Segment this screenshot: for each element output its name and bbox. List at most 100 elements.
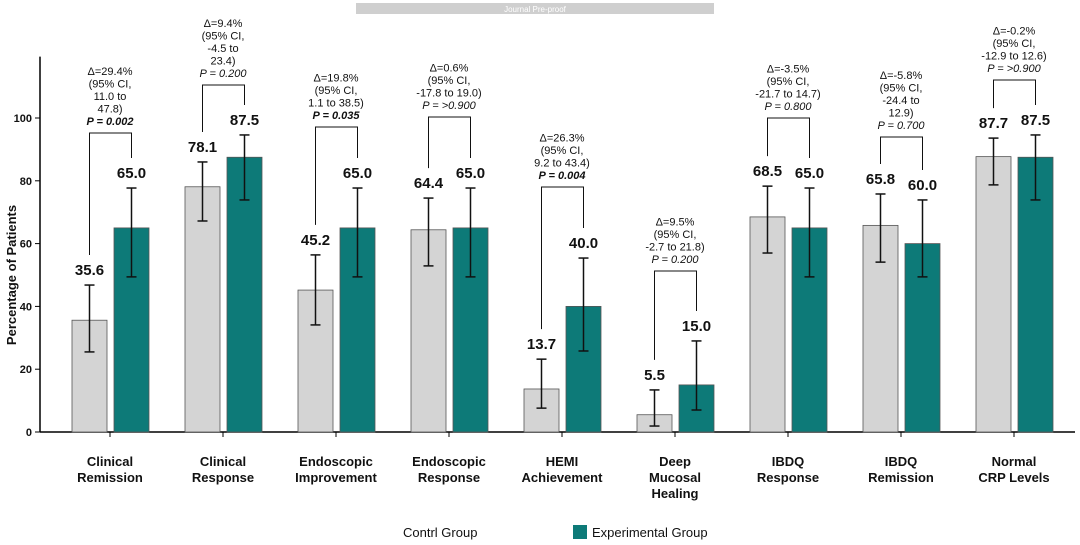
annotation: P = >0.900 xyxy=(422,100,476,112)
value-label: 13.7 xyxy=(527,336,556,353)
legend-label: Experimental Group xyxy=(592,525,708,540)
y-tick-label: 0 xyxy=(26,427,32,439)
value-label: 65.8 xyxy=(866,171,895,188)
bar xyxy=(226,156,263,433)
value-label: 40.0 xyxy=(569,235,598,252)
value-label: 15.0 xyxy=(682,318,711,335)
annotation: P = 0.700 xyxy=(878,120,926,132)
value-label: 35.6 xyxy=(75,262,104,279)
bracket xyxy=(541,186,584,330)
bar xyxy=(71,319,108,433)
annotation: Δ=9.5% xyxy=(656,217,695,229)
value-label: 65.0 xyxy=(117,165,146,182)
x-tick-label: Clinical xyxy=(87,454,133,469)
annotation: 9.2 to 43.4) xyxy=(534,158,590,170)
y-tick-label: 20 xyxy=(20,364,32,376)
value-label: 65.0 xyxy=(456,165,485,182)
watermark-bar xyxy=(356,3,714,14)
annotation: Δ=-3.5% xyxy=(767,64,810,76)
annotation: P = 0.800 xyxy=(765,101,813,113)
y-tick-label: 60 xyxy=(20,239,32,251)
legend-label: Contrl Group xyxy=(403,525,477,540)
x-tick-label: CRP Levels xyxy=(978,470,1049,485)
bar xyxy=(975,156,1012,433)
bracket xyxy=(654,270,697,360)
value-label: 68.5 xyxy=(753,163,782,180)
annotation: 1.1 to 38.5) xyxy=(308,98,364,110)
value-label: 65.0 xyxy=(795,165,824,182)
x-tick-label: Achievement xyxy=(522,470,604,485)
annotation: 47.8) xyxy=(97,104,122,116)
bracket xyxy=(202,84,245,132)
x-tick-label: Response xyxy=(418,470,480,485)
annotation: P = >0.900 xyxy=(987,63,1041,75)
value-label: 45.2 xyxy=(301,232,330,249)
y-tick-label: 40 xyxy=(20,301,32,313)
annotation: P = 0.004 xyxy=(539,170,586,182)
annotation: P = 0.200 xyxy=(200,68,248,80)
x-tick-label: Response xyxy=(757,470,819,485)
x-tick-label: Improvement xyxy=(295,470,377,485)
annotation: (95% CI, xyxy=(993,38,1036,50)
annotation: Δ=-5.8% xyxy=(880,70,923,82)
bracket xyxy=(993,79,1036,109)
x-tick-label: HEMI xyxy=(546,454,579,469)
annotation: P = 0.200 xyxy=(652,254,700,266)
annotation: Δ=29.4% xyxy=(88,66,133,78)
value-label: 78.1 xyxy=(188,139,217,156)
bracket xyxy=(767,117,810,159)
annotation: Δ=19.8% xyxy=(314,73,359,85)
annotation: -4.5 to xyxy=(207,43,238,55)
annotation: -17.8 to 19.0) xyxy=(416,88,481,100)
annotation: 11.0 to xyxy=(94,91,127,103)
x-tick-label: Endoscopic xyxy=(299,454,373,469)
annotation: (95% CI, xyxy=(89,79,132,91)
annotation: (95% CI, xyxy=(880,83,923,95)
y-tick-label: 80 xyxy=(20,176,32,188)
annotation: Δ=0.6% xyxy=(430,63,469,75)
x-tick-label: Normal xyxy=(992,454,1037,469)
annotation: P = 0.002 xyxy=(87,116,134,128)
value-label: 87.7 xyxy=(979,115,1008,132)
annotation: (95% CI, xyxy=(202,31,245,43)
value-label: 87.5 xyxy=(230,112,259,129)
x-tick-label: IBDQ xyxy=(885,454,918,469)
x-tick-label: Response xyxy=(192,470,254,485)
value-label: 64.4 xyxy=(414,175,444,192)
x-tick-label: Clinical xyxy=(200,454,246,469)
bracket xyxy=(315,126,358,225)
annotation: Δ=-0.2% xyxy=(993,26,1036,38)
y-axis-label: Percentage of Patients xyxy=(4,205,19,345)
bracket xyxy=(428,116,471,169)
annotation: (95% CI, xyxy=(315,85,358,97)
legend-swatch xyxy=(573,525,587,539)
bracket xyxy=(880,136,923,170)
annotation: (95% CI, xyxy=(654,229,697,241)
annotation: Δ=9.4% xyxy=(204,18,243,30)
value-label: 65.0 xyxy=(343,165,372,182)
x-tick-label: Endoscopic xyxy=(412,454,486,469)
annotation: -24.4 to xyxy=(882,95,919,107)
y-tick-label: 100 xyxy=(14,113,32,125)
annotation: (95% CI, xyxy=(541,145,584,157)
annotation: 23.4) xyxy=(210,56,235,68)
value-label: 5.5 xyxy=(644,367,665,384)
annotation: (95% CI, xyxy=(767,76,810,88)
value-label: 87.5 xyxy=(1021,112,1050,129)
annotation: -21.7 to 14.7) xyxy=(755,89,820,101)
x-tick-label: Deep xyxy=(659,454,691,469)
x-tick-label: Remission xyxy=(77,470,143,485)
annotation: (95% CI, xyxy=(428,75,471,87)
x-tick-label: Healing xyxy=(652,486,699,501)
bar xyxy=(1017,156,1054,433)
annotation: P = 0.035 xyxy=(313,110,361,122)
bracket xyxy=(89,132,132,256)
x-tick-label: Mucosal xyxy=(649,470,701,485)
value-label: 60.0 xyxy=(908,177,937,194)
x-tick-label: IBDQ xyxy=(772,454,805,469)
annotation: Δ=26.3% xyxy=(540,133,585,145)
x-tick-label: Remission xyxy=(868,470,934,485)
annotation: 12.9) xyxy=(888,108,913,120)
annotation: -12.9 to 12.6) xyxy=(981,51,1046,63)
